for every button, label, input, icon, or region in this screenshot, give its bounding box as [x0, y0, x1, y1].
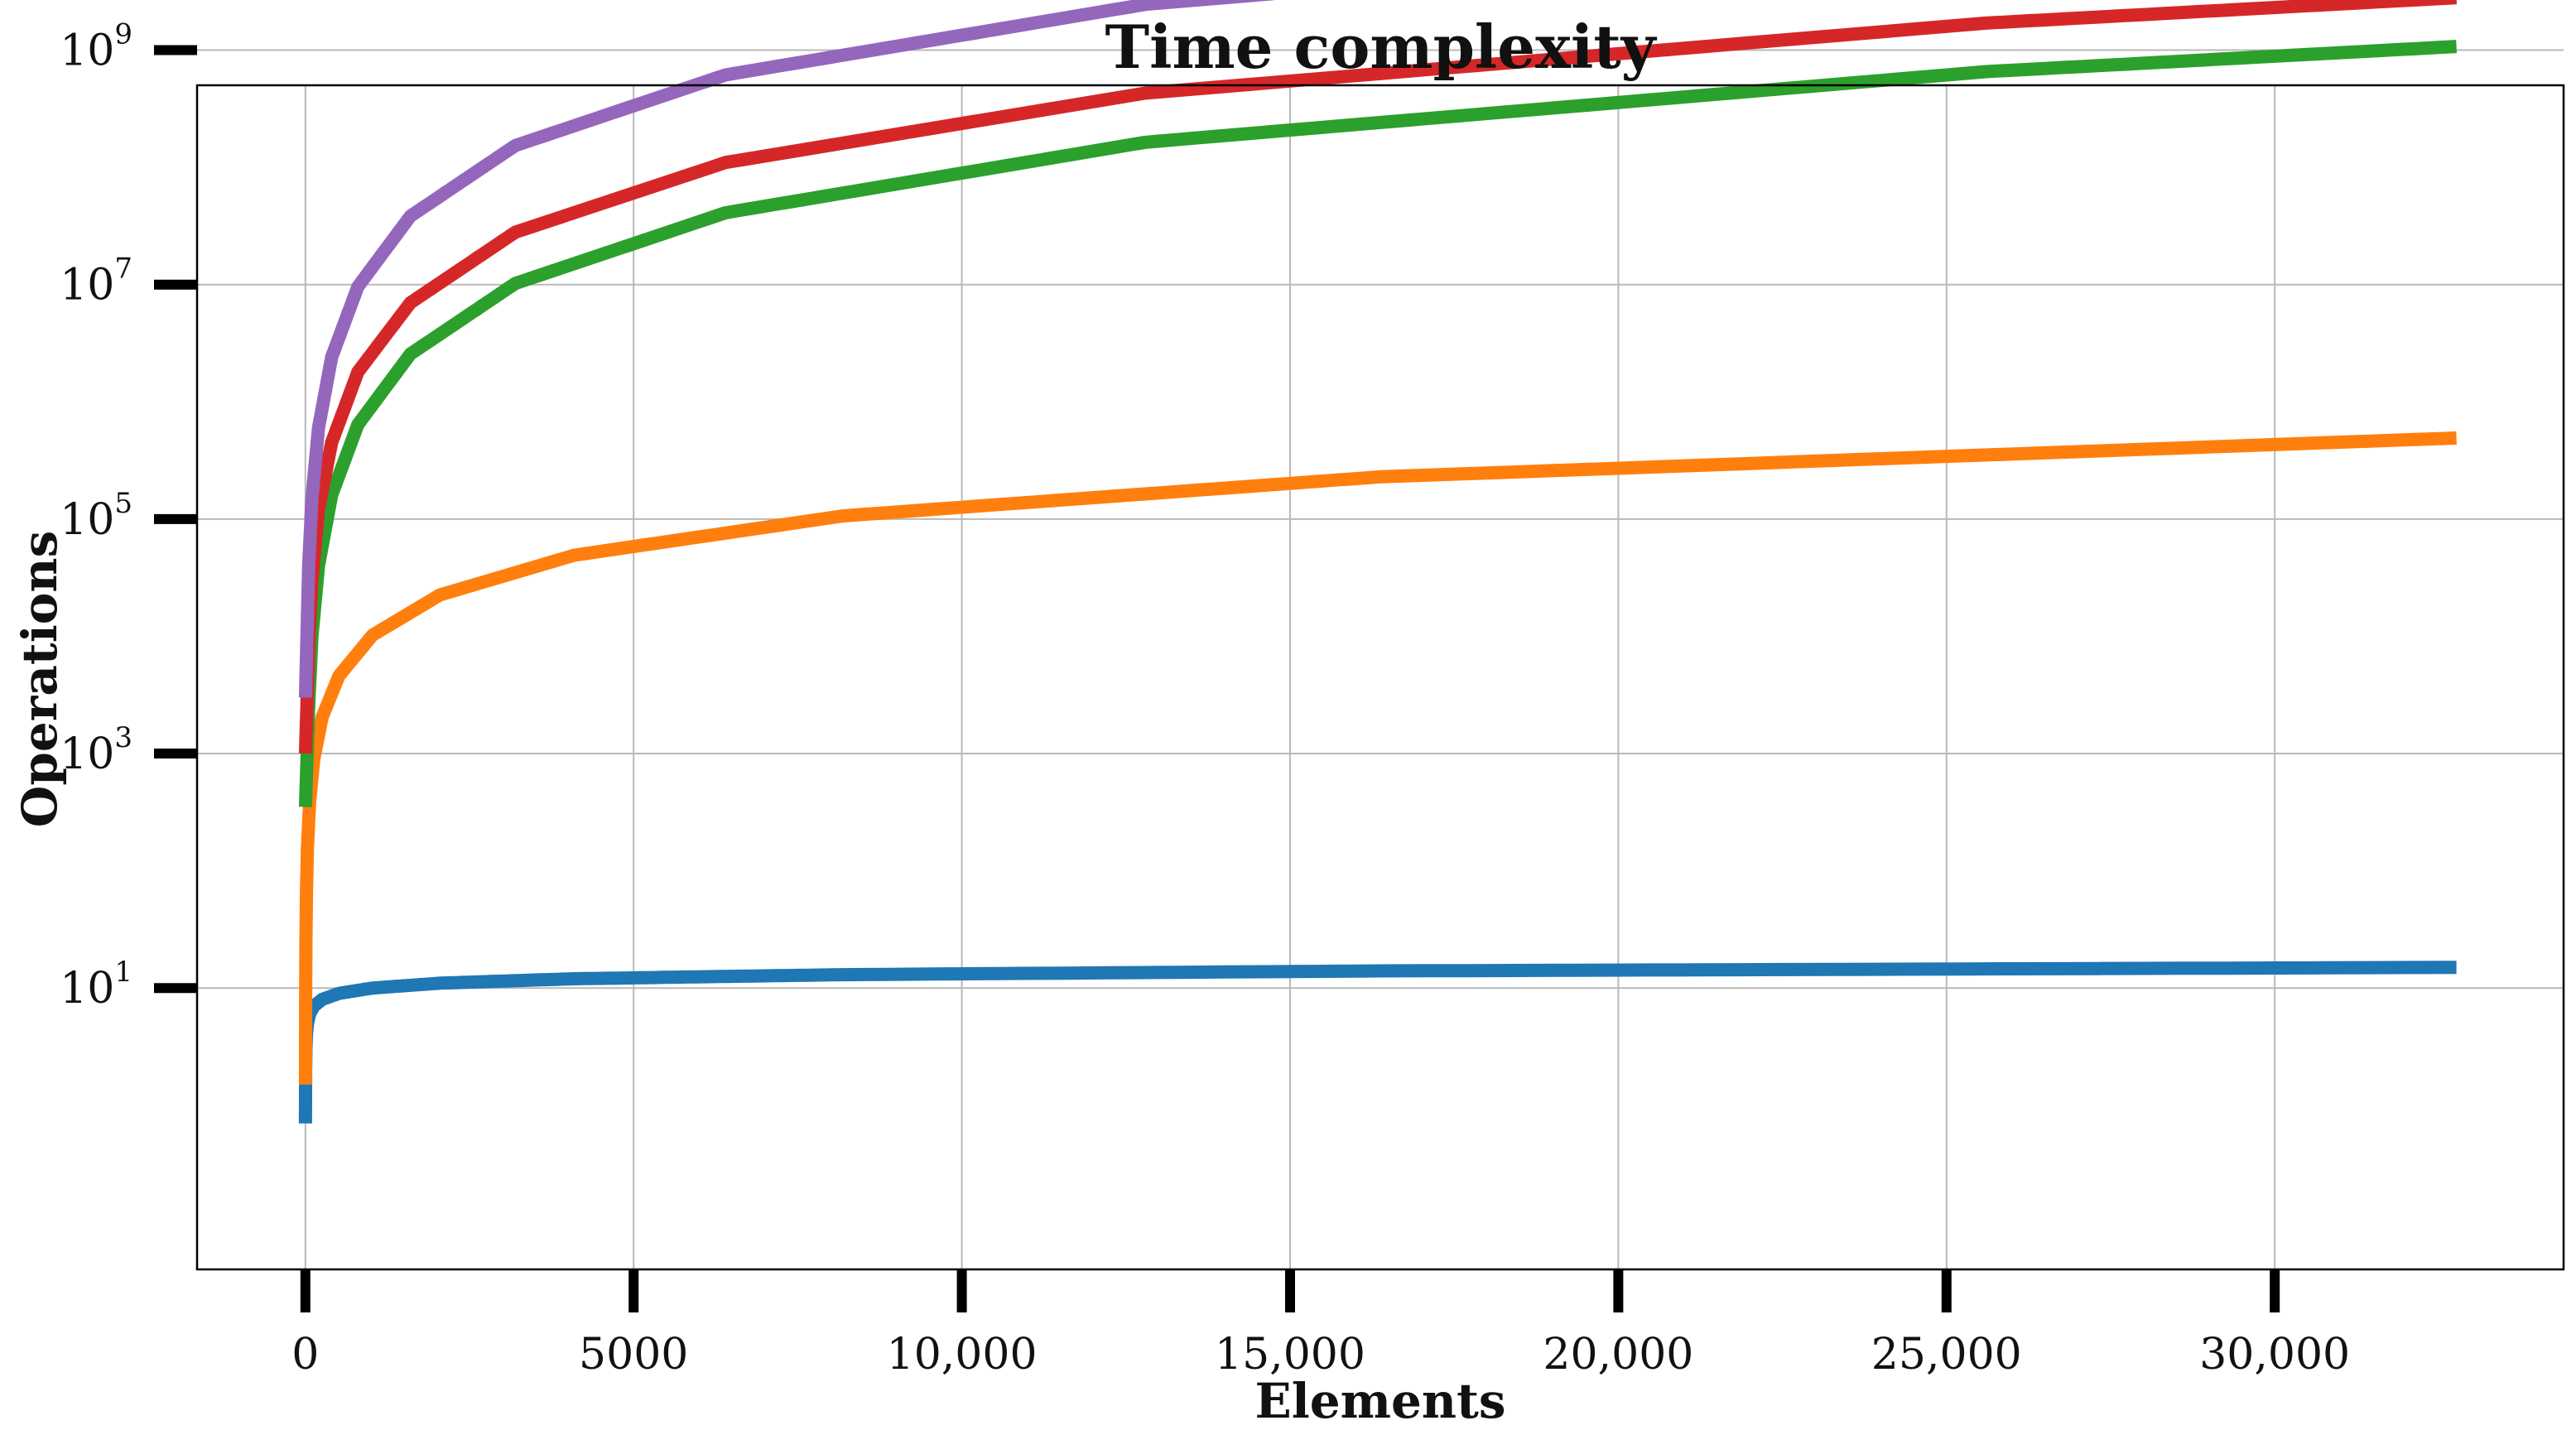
tick-labels: 0 5000 10,000 15,000 20,000 25,000 30,000 101 10… [60, 18, 2350, 1380]
series-line-5 [298, 0, 1277, 699]
x-tick-label: 0 [291, 1330, 319, 1380]
chart-title: Time complexity [1105, 12, 1658, 82]
y-tick-label: 103 [60, 721, 132, 779]
axis-ticks [154, 45, 2280, 1312]
x-axis-label: Elements [1254, 1373, 1505, 1429]
plot-frame [195, 84, 2565, 1271]
x-tick-label: 20,000 [1543, 1330, 1693, 1380]
y-tick-label: 109 [60, 18, 132, 76]
y-tick-label: 107 [60, 253, 132, 311]
series-lines [298, 0, 2458, 1129]
series-line-3 [298, 40, 2458, 810]
y-tick-label: 105 [60, 487, 132, 545]
x-tick-label: 30,000 [2199, 1330, 2350, 1380]
series-line-1 [298, 961, 2457, 1129]
x-tick-label: 10,000 [887, 1330, 1038, 1380]
x-tick-label: 15,000 [1215, 1330, 1365, 1380]
x-tick-label: 25,000 [1871, 1330, 2022, 1380]
series-line-2 [298, 431, 2457, 1091]
x-tick-label: 5000 [579, 1330, 688, 1380]
y-tick-label: 101 [60, 956, 132, 1014]
grid-lines [197, 49, 2564, 1269]
y-axis-label: Operations [12, 531, 68, 827]
